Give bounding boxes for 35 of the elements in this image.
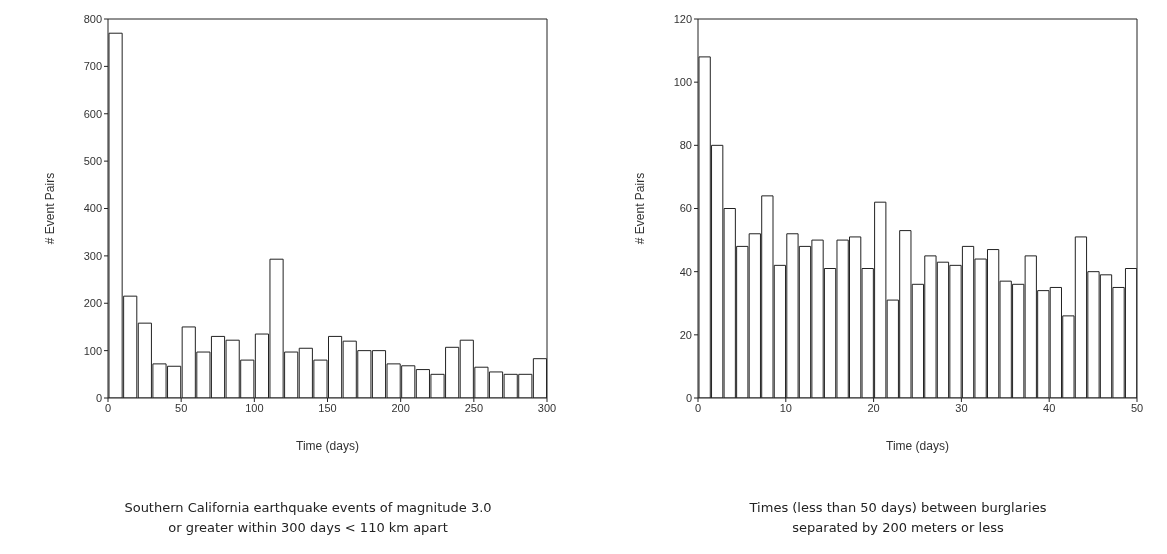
- x-tick-label: 150: [318, 401, 337, 414]
- x-tick-label: 300: [537, 401, 557, 414]
- y-tick-label: 700: [83, 60, 102, 73]
- x-tick-label: 40: [1043, 401, 1056, 414]
- x-tick-label: 50: [1130, 401, 1144, 414]
- y-axis-title: # Event Pairs: [43, 172, 58, 245]
- y-tick-label: 80: [679, 139, 692, 152]
- y-tick-label: 100: [673, 76, 692, 89]
- y-tick-label: 40: [679, 265, 692, 278]
- x-tick-label: 100: [245, 401, 264, 414]
- x-tick-label: 0: [104, 401, 112, 414]
- x-tick-label: 250: [464, 401, 484, 414]
- x-tick-label: 30: [955, 401, 968, 414]
- y-tick-label: 400: [83, 202, 102, 215]
- y-tick-label: 0: [685, 391, 692, 404]
- x-tick-label: 10: [779, 401, 792, 414]
- x-tick-label: 0: [694, 401, 702, 414]
- y-tick-label: 800: [83, 12, 102, 25]
- y-axis-title: # Event Pairs: [633, 172, 648, 245]
- y-tick-label: 600: [83, 107, 102, 120]
- y-tick-label: 300: [83, 249, 102, 262]
- y-tick-label: 100: [83, 344, 102, 357]
- x-tick-label: 200: [391, 401, 410, 414]
- text: Southern California earthquake events of magnitude 3.0 or greater within 300 days < 110 km apart: [123, 499, 493, 537]
- y-tick-label: 0: [95, 391, 102, 404]
- x-tick-label: 20: [867, 401, 880, 414]
- y-tick-label: 500: [83, 155, 102, 168]
- x-axis-title: Time (days): [296, 439, 359, 453]
- y-tick-label: 120: [673, 12, 692, 25]
- text: Times (less than 50 days) between burglaries separated by 200 meters or less: [748, 499, 1048, 537]
- y-tick-label: 200: [83, 297, 102, 310]
- x-axis-title: Time (days): [886, 439, 949, 453]
- x-tick-label: 50: [175, 401, 188, 414]
- y-tick-label: 60: [679, 202, 692, 215]
- y-tick-label: 20: [679, 328, 692, 341]
